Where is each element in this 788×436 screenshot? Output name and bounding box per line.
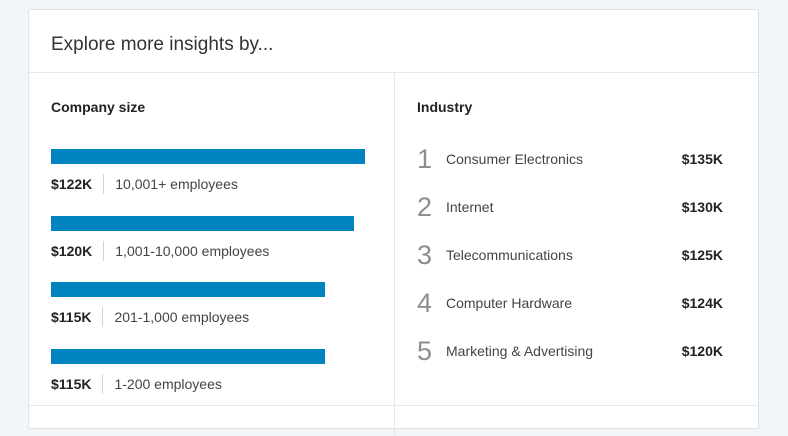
company-size-salary: $115K <box>51 374 104 394</box>
bottom-divider <box>29 405 758 406</box>
salary-bar <box>51 216 354 231</box>
industry-salary: $125K <box>681 247 723 263</box>
salary-bar-track <box>51 282 365 297</box>
salary-bar <box>51 349 325 364</box>
salary-bar-track <box>51 349 365 364</box>
company-size-title: Company size <box>51 99 146 115</box>
salary-bar <box>51 149 365 164</box>
insights-card: Explore more insights by... Company size… <box>28 9 759 436</box>
industry-name: Consumer Electronics <box>446 151 583 167</box>
bottom-column-divider <box>394 406 395 436</box>
company-size-salary: $120K <box>51 241 105 261</box>
industry-rank: 1 <box>417 144 433 174</box>
industry-name: Telecommunications <box>446 247 573 263</box>
company-size-item-10001-plus[interactable]: $122K 10,001+ employees <box>51 149 371 199</box>
industry-rank: 5 <box>417 336 433 366</box>
company-size-item-1001-10000[interactable]: $120K 1,001-10,000 employees <box>51 216 371 266</box>
company-size-salary: $122K <box>51 174 105 194</box>
company-size-item-1-200[interactable]: $115K 1-200 employees <box>51 349 371 399</box>
industry-salary: $135K <box>681 151 723 167</box>
industry-salary: $124K <box>681 295 723 311</box>
salary-bar <box>51 282 325 297</box>
industry-rank: 3 <box>417 240 433 270</box>
industry-title: Industry <box>417 99 473 115</box>
industry-item-computer-hardware[interactable]: 4 Computer Hardware $124K <box>417 285 727 321</box>
company-size-section: Company size $122K 10,001+ employees $12… <box>51 73 371 405</box>
industry-salary: $130K <box>681 199 723 215</box>
industry-rank: 4 <box>417 288 433 318</box>
company-size-label: 1-200 employees <box>114 376 222 392</box>
company-size-label: 1,001-10,000 employees <box>115 243 270 259</box>
column-divider <box>394 73 395 405</box>
industry-item-telecommunications[interactable]: 3 Telecommunications $125K <box>417 237 727 273</box>
industry-rank: 2 <box>417 192 433 222</box>
card-title: Explore more insights by... <box>29 10 758 73</box>
industry-item-consumer-electronics[interactable]: 1 Consumer Electronics $135K <box>417 141 727 177</box>
industry-section: Industry 1 Consumer Electronics $135K 2 … <box>417 73 737 405</box>
company-size-item-201-1000[interactable]: $115K 201-1,000 employees <box>51 282 371 332</box>
industry-item-marketing-advertising[interactable]: 5 Marketing & Advertising $120K <box>417 333 727 369</box>
industry-name: Marketing & Advertising <box>446 343 594 359</box>
industry-name: Computer Hardware <box>446 295 573 311</box>
company-size-label: 201-1,000 employees <box>114 309 250 325</box>
company-size-salary: $115K <box>51 307 104 327</box>
insights-columns: Company size $122K 10,001+ employees $12… <box>29 73 758 405</box>
industry-salary: $120K <box>681 343 723 359</box>
industry-item-internet[interactable]: 2 Internet $130K <box>417 189 727 225</box>
salary-bar-track <box>51 216 365 231</box>
company-size-label: 10,001+ employees <box>115 176 238 192</box>
industry-name: Internet <box>446 199 494 215</box>
salary-bar-track <box>51 149 365 164</box>
